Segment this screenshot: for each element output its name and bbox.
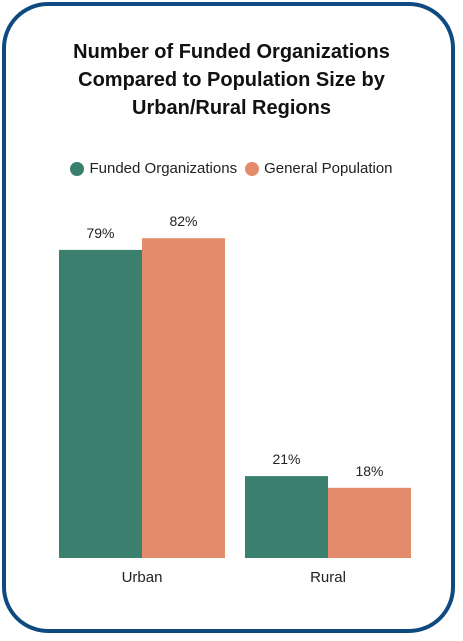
legend-marker-population bbox=[245, 161, 260, 176]
legend-marker-funded bbox=[70, 161, 85, 176]
legend-label-population: General Population bbox=[264, 160, 393, 177]
legend-item-funded: Funded Organizations bbox=[70, 160, 237, 177]
x-tick-label-urban: Urban bbox=[122, 569, 163, 586]
bar-urban-funded bbox=[59, 249, 142, 558]
bar-rural-funded bbox=[245, 476, 328, 558]
legend-item-population: General Population bbox=[245, 160, 393, 177]
chart-title-line-3: Urban/Rural Regions bbox=[132, 97, 331, 119]
x-tick-label-rural: Rural bbox=[310, 569, 346, 586]
chart-title-line-1: Number of Funded Organizations bbox=[73, 41, 390, 63]
bar-rural-population bbox=[328, 487, 411, 558]
legend-label-funded: Funded Organizations bbox=[89, 160, 238, 177]
bar-urban-population bbox=[142, 238, 225, 558]
chart-title: Number of Funded Organizations Compared … bbox=[20, 38, 443, 122]
data-label-urban-funded: 79% bbox=[86, 225, 114, 241]
chart-title-line-2: Compared to Population Size by bbox=[78, 69, 385, 91]
data-label-rural-funded: 21% bbox=[272, 451, 300, 467]
data-label-rural-population: 18% bbox=[355, 463, 383, 479]
chart-legend: Funded Organizations General Population bbox=[0, 160, 463, 177]
data-label-urban-population: 82% bbox=[169, 213, 197, 229]
